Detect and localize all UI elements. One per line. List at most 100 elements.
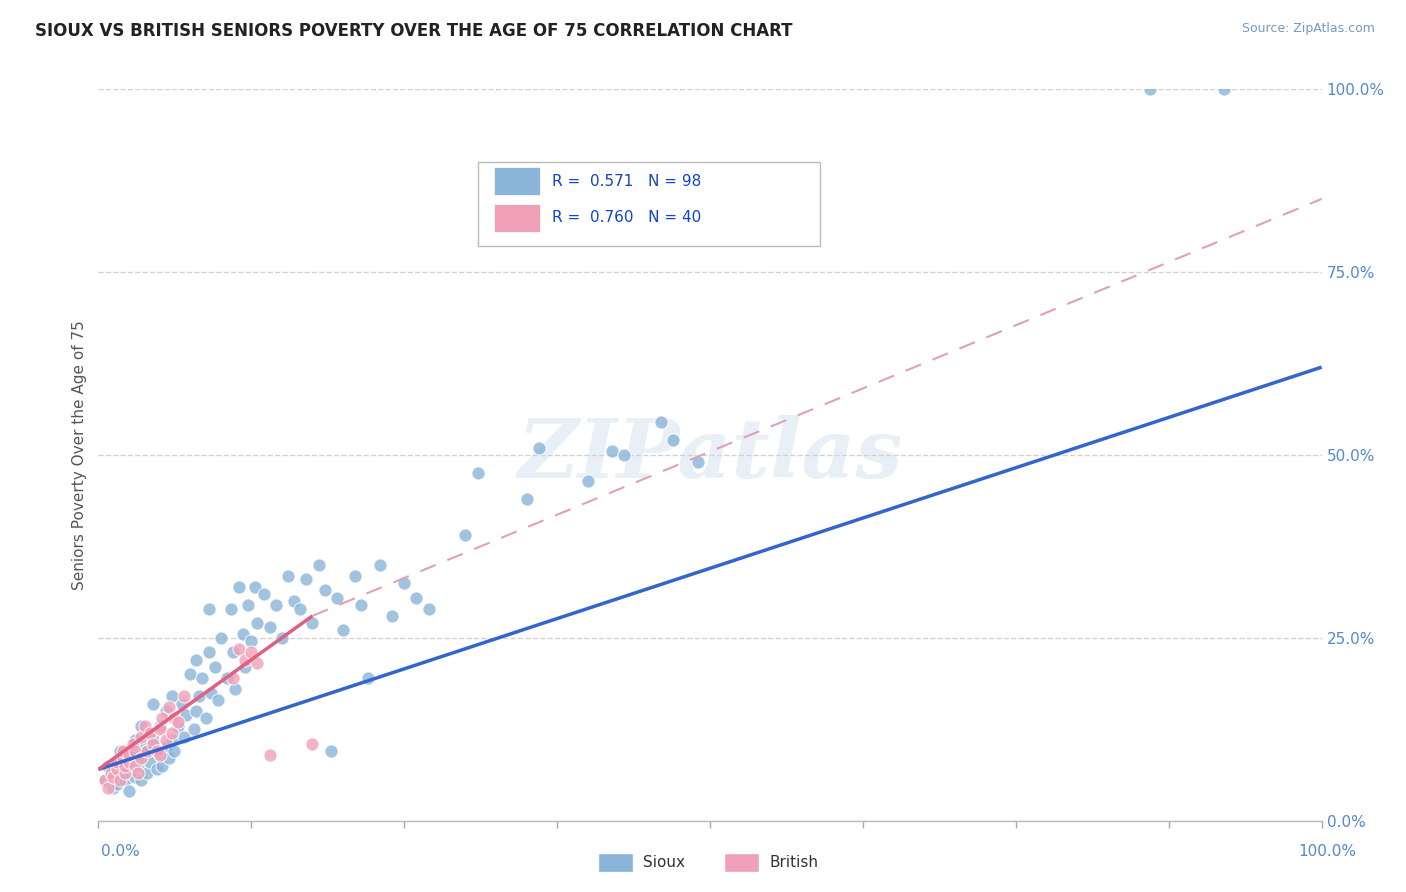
Point: [222, 671, 245, 685]
Point: [101, 770, 124, 784]
Text: ZIPatlas: ZIPatlas: [517, 415, 903, 495]
Point: [114, 751, 136, 765]
Point: [252, 587, 274, 601]
Point: [233, 660, 256, 674]
Text: R =  0.760   N = 40: R = 0.760 N = 40: [553, 211, 702, 226]
Point: [142, 733, 165, 747]
Point: [576, 474, 599, 488]
Point: [149, 747, 172, 762]
Bar: [494, 204, 540, 232]
Point: [134, 740, 156, 755]
Point: [118, 747, 141, 762]
Point: [515, 491, 537, 506]
Text: 0.0%: 0.0%: [101, 845, 141, 859]
Point: [150, 758, 173, 772]
Text: British: British: [769, 855, 818, 870]
Point: [219, 601, 242, 615]
Point: [467, 466, 489, 480]
Point: [139, 726, 162, 740]
Point: [105, 755, 128, 769]
Point: [650, 415, 672, 429]
Point: [93, 773, 115, 788]
Point: [686, 455, 709, 469]
Point: [129, 773, 152, 788]
Point: [160, 690, 183, 704]
Point: [111, 763, 134, 777]
Point: [240, 645, 263, 659]
Point: [204, 660, 226, 674]
Point: [111, 770, 134, 784]
Point: [418, 601, 440, 615]
Point: [314, 583, 336, 598]
Point: [163, 744, 186, 758]
Point: [111, 751, 134, 765]
Point: [142, 697, 165, 711]
Point: [110, 744, 132, 758]
Point: [454, 528, 477, 542]
Point: [136, 766, 159, 780]
Point: [186, 704, 208, 718]
Point: [233, 653, 256, 667]
Point: [243, 580, 266, 594]
Point: [124, 758, 146, 772]
Point: [149, 723, 172, 737]
Bar: [494, 168, 540, 195]
Point: [97, 780, 120, 795]
Point: [129, 718, 152, 732]
Point: [142, 737, 165, 751]
Point: [183, 723, 205, 737]
Point: [121, 737, 143, 751]
Point: [187, 690, 209, 704]
Point: [381, 608, 404, 623]
Point: [129, 730, 152, 744]
Point: [173, 690, 195, 704]
Point: [100, 770, 122, 784]
Point: [200, 686, 222, 700]
Point: [207, 693, 229, 707]
Point: [155, 733, 177, 747]
Point: [100, 766, 122, 780]
Y-axis label: Seniors Poverty Over the Age of 75: Seniors Poverty Over the Age of 75: [72, 320, 87, 590]
Point: [129, 751, 152, 765]
Point: [527, 441, 550, 455]
Point: [240, 634, 263, 648]
Point: [191, 671, 214, 685]
Point: [114, 773, 136, 788]
Point: [127, 766, 149, 780]
Point: [124, 744, 146, 758]
Point: [167, 718, 190, 732]
Point: [270, 631, 294, 645]
Point: [105, 755, 128, 769]
Point: [332, 624, 354, 638]
Point: [124, 733, 146, 747]
Text: Source: ZipAtlas.com: Source: ZipAtlas.com: [1241, 22, 1375, 36]
Point: [149, 718, 172, 732]
Point: [264, 598, 287, 612]
Point: [114, 758, 136, 772]
Point: [197, 601, 219, 615]
Point: [170, 697, 193, 711]
Point: [176, 707, 198, 722]
Point: [127, 758, 149, 772]
Point: [139, 755, 162, 769]
Point: [155, 704, 177, 718]
FancyBboxPatch shape: [478, 162, 820, 246]
Point: [1139, 82, 1161, 96]
Point: [179, 667, 201, 681]
Point: [283, 594, 305, 608]
Point: [186, 653, 208, 667]
Point: [319, 744, 342, 758]
Point: [392, 576, 416, 591]
Point: [173, 730, 195, 744]
Point: [277, 568, 299, 582]
Point: [136, 744, 159, 758]
Text: R =  0.571   N = 98: R = 0.571 N = 98: [553, 174, 702, 189]
Text: 100.0%: 100.0%: [1299, 845, 1357, 859]
Point: [134, 718, 156, 732]
Point: [157, 751, 180, 765]
Point: [160, 733, 183, 747]
Point: [167, 714, 190, 729]
Point: [236, 598, 259, 612]
Point: [124, 770, 146, 784]
Point: [121, 763, 143, 777]
